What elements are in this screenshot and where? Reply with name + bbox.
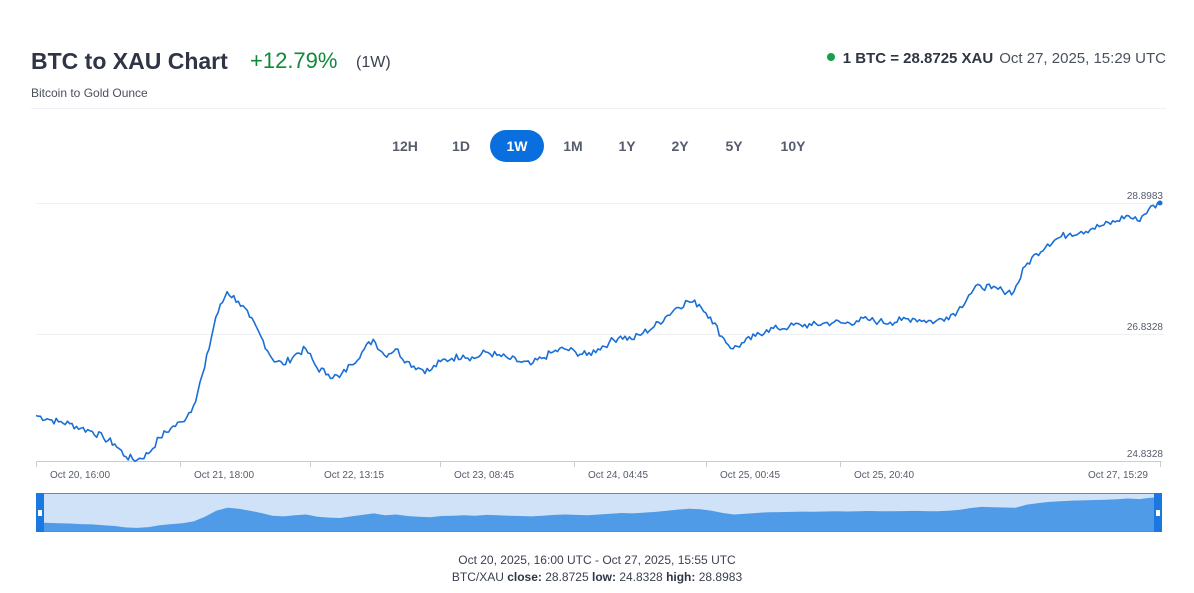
x-tick-label: Oct 27, 15:29 <box>1088 470 1148 481</box>
footer-pair: BTC/XAU <box>451 570 504 584</box>
rate-timestamp: Oct 27, 2025, 15:29 UTC <box>999 50 1166 67</box>
x-tick-label: Oct 23, 08:45 <box>454 470 514 481</box>
x-tick-label: Oct 20, 16:00 <box>50 470 110 481</box>
x-tick-label: Oct 25, 00:45 <box>720 470 780 481</box>
tab-2y[interactable]: 2Y <box>671 138 689 154</box>
y-tick-label: 26.8328 <box>1127 322 1164 333</box>
tab-1d[interactable]: 1D <box>452 138 470 154</box>
x-tick-label: Oct 25, 20:40 <box>854 470 914 481</box>
page-title: BTC to XAU Chart <box>31 48 228 74</box>
x-tick-label: Oct 24, 04:45 <box>588 470 648 481</box>
rate-box: 1 BTC = 28.8725 XAU Oct 27, 2025, 15:29 U… <box>826 50 1166 67</box>
tab-5y[interactable]: 5Y <box>725 138 743 154</box>
footer-range: Oct 20, 2025, 16:00 UTC - Oct 27, 2025, … <box>458 553 736 567</box>
close-value: 28.8725 <box>545 570 589 584</box>
high-label: high: <box>666 570 696 584</box>
navigator-area <box>36 497 1162 532</box>
page-subtitle: Bitcoin to Gold Ounce <box>31 86 148 100</box>
chart-header: BTC to XAU Chart +12.79% (1W) Bitcoin to… <box>31 44 1166 104</box>
low-label: low: <box>591 570 616 584</box>
x-tick-label: Oct 22, 13:15 <box>324 470 384 481</box>
high-value: 28.8983 <box>698 570 743 584</box>
tab-10y[interactable]: 10Y <box>780 138 806 154</box>
tab-1y[interactable]: 1Y <box>618 138 636 154</box>
tab-1w[interactable]: 1W <box>490 130 544 162</box>
low-value: 24.8328 <box>619 570 663 584</box>
y-tick-label: 28.8983 <box>1127 191 1164 202</box>
period-label: (1W) <box>356 54 391 71</box>
time-range-tabs: 12H 1D 1W 1M 1Y 2Y 5Y 10Y <box>0 130 1194 162</box>
header-divider <box>31 108 1166 109</box>
price-series-line <box>35 201 1161 463</box>
live-status-dot-icon <box>826 53 835 61</box>
close-label: close: <box>507 570 542 584</box>
handle-grip-icon <box>38 510 42 516</box>
percent-change: +12.79% <box>250 48 338 73</box>
price-chart[interactable]: 28.8983 26.8328 24.8328 Oct 20, 16:00 Oct 21… <box>0 0 1194 540</box>
tab-12h[interactable]: 12H <box>392 138 418 154</box>
exchange-rate: 1 BTC = 28.8725 XAU <box>842 50 994 67</box>
x-tick-label: Oct 21, 18:00 <box>194 470 254 481</box>
y-tick-label: 24.8328 <box>1127 449 1164 460</box>
handle-grip-icon <box>1156 510 1160 516</box>
tab-1m[interactable]: 1M <box>563 138 583 154</box>
last-price-marker <box>1157 200 1163 206</box>
footer-summary: BTC/XAU close: 28.8725 low: 24.8328 high… <box>0 570 1194 584</box>
